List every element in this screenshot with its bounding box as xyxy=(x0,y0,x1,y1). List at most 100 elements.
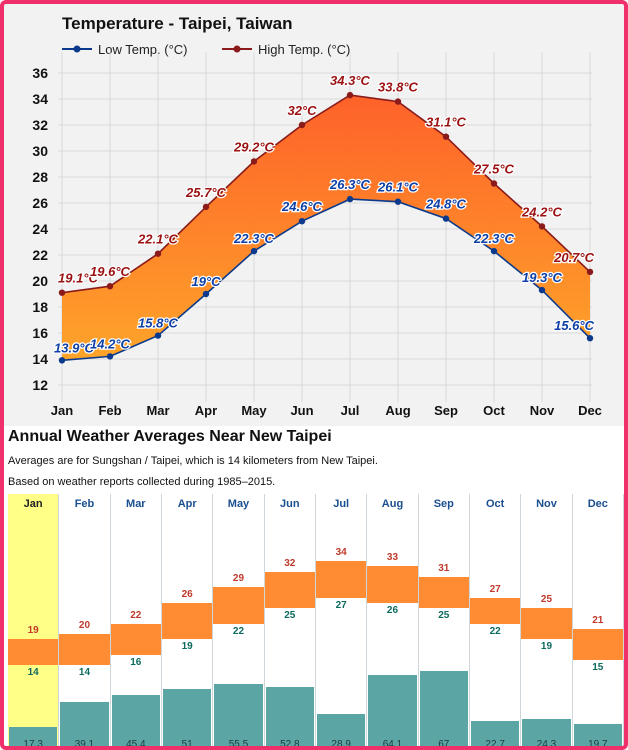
legend-marker-0 xyxy=(73,45,81,53)
high-temp-point xyxy=(250,158,258,165)
month-column-dec[interactable]: Dec 21 15 19.7 xyxy=(572,494,624,746)
low-temp-label: 15.8°C xyxy=(138,316,179,331)
temperature-range-bar xyxy=(213,587,264,624)
y-tick-label: 34 xyxy=(32,91,48,107)
precipitation-bar xyxy=(60,702,109,746)
low-temp-point xyxy=(106,353,114,360)
low-temp-point xyxy=(442,215,450,222)
precipitation-bar xyxy=(265,687,314,746)
precipitation-value: 64.1 xyxy=(382,739,403,746)
high-temp-label: 19.1°C xyxy=(58,271,99,286)
x-tick-label: Nov xyxy=(530,403,555,418)
y-tick-label: 36 xyxy=(32,65,48,81)
legend-label-0: Low Temp. (°C) xyxy=(98,42,187,57)
high-temp-value: 19 xyxy=(27,625,39,637)
precipitation-bar xyxy=(471,721,520,746)
precipitation-value: 22.7 xyxy=(485,739,505,746)
high-temp-value: 33 xyxy=(386,552,399,564)
precipitation-bar xyxy=(9,727,58,746)
low-temp-point xyxy=(58,357,66,364)
month-label: Sep xyxy=(433,498,454,510)
y-tick-label: 22 xyxy=(32,247,48,263)
high-temp-point xyxy=(58,289,66,296)
chart-title: Temperature - Taipei, Taiwan xyxy=(62,14,293,33)
high-temp-point xyxy=(202,203,210,211)
y-tick-label: 16 xyxy=(32,325,48,341)
precipitation-value: 45.4 xyxy=(126,739,146,746)
low-temp-label: 14.2°C xyxy=(90,336,131,351)
precipitation-value: 28.9 xyxy=(331,739,351,746)
y-tick-label: 14 xyxy=(32,351,48,367)
high-temp-label: 25.7°C xyxy=(185,185,227,200)
month-label: Nov xyxy=(536,498,557,510)
month-column-nov[interactable]: Nov 25 19 24.3 xyxy=(521,494,573,746)
precipitation-value: 17.3 xyxy=(23,739,43,746)
temperature-range-bar xyxy=(470,597,521,624)
low-temp-label: 22.3°C xyxy=(473,231,515,246)
temperature-range-bar xyxy=(521,608,572,640)
low-temp-point xyxy=(298,218,306,225)
low-temp-label: 19°C xyxy=(191,274,221,289)
temperature-range-bar xyxy=(367,566,418,603)
chart-legend: Low Temp. (°C) High Temp. (°C) xyxy=(62,42,350,57)
high-temp-point xyxy=(394,98,402,105)
month-label: Oct xyxy=(485,498,505,510)
low-temp-label: 26.3°C xyxy=(329,177,371,192)
y-tick-label: 30 xyxy=(32,143,48,159)
precipitation-value: 51 xyxy=(181,739,193,746)
month-column-may[interactable]: May 29 22 55.5 xyxy=(213,494,265,746)
high-temp-point xyxy=(442,133,450,140)
month-column-jan[interactable]: Jan 19 14 17.3 xyxy=(8,494,60,746)
section-title: Annual Weather Averages Near New Taipei xyxy=(8,428,332,445)
high-temp-point xyxy=(490,180,498,187)
low-temp-value: 16 xyxy=(130,656,142,668)
high-temp-label: 31.1°C xyxy=(426,115,467,130)
low-temp-value: 19 xyxy=(181,641,193,653)
temperature-range-bar xyxy=(110,623,161,655)
month-column-jun[interactable]: Jun 32 25 52.8 xyxy=(264,494,316,746)
month-column-mar[interactable]: Mar 22 16 45.4 xyxy=(110,494,162,746)
period-note: Based on weather reports collected durin… xyxy=(8,476,276,488)
month-column-apr[interactable]: Apr 26 19 51 xyxy=(162,494,214,746)
high-temp-value: 29 xyxy=(232,573,245,585)
x-tick-label: Sep xyxy=(434,403,458,418)
high-temp-value: 25 xyxy=(540,594,553,605)
low-temp-value: 14 xyxy=(78,667,91,679)
high-temp-value: 21 xyxy=(592,614,604,626)
month-column-oct[interactable]: Oct 27 22 22.7 xyxy=(470,494,522,746)
high-temp-label: 22.1°C xyxy=(137,232,179,247)
low-temp-point xyxy=(202,290,210,298)
month-column-feb[interactable]: Feb 20 14 39.1 xyxy=(59,494,111,746)
low-temp-label: 19.3°C xyxy=(522,270,563,285)
low-temp-label: 13.9°C xyxy=(54,340,95,355)
x-tick-label: Aug xyxy=(385,403,410,418)
month-column-sep[interactable]: Sep 31 25 67 xyxy=(418,494,470,746)
high-temp-label: 32°C xyxy=(287,103,317,118)
x-tick-label: Mar xyxy=(146,403,169,418)
low-temp-value: 25 xyxy=(438,610,450,621)
temperature-range-area xyxy=(62,95,590,361)
low-temp-label: 15.6°C xyxy=(554,318,595,333)
month-column-jul[interactable]: Jul 34 27 28.9 xyxy=(316,494,368,746)
month-label: Apr xyxy=(177,498,197,510)
precipitation-value: 24.3 xyxy=(536,739,557,746)
high-temp-point xyxy=(538,223,546,230)
x-tick-label: Jun xyxy=(290,403,313,418)
low-temp-point xyxy=(346,195,354,203)
temperature-range-bar xyxy=(316,561,367,598)
precipitation-bar xyxy=(214,684,263,746)
low-temp-value: 22 xyxy=(489,625,501,637)
high-temp-value: 34 xyxy=(335,547,347,559)
low-temp-value: 19 xyxy=(540,641,553,653)
y-tick-label: 18 xyxy=(32,299,48,315)
x-tick-label: Feb xyxy=(98,403,121,418)
month-label: Jul xyxy=(333,498,350,510)
month-column-aug[interactable]: Aug 33 26 64.1 xyxy=(367,494,419,746)
high-temp-point xyxy=(346,91,354,99)
precipitation-bar xyxy=(368,675,417,746)
low-temp-value: 14 xyxy=(27,667,39,679)
high-temp-label: 33.8°C xyxy=(378,80,419,95)
y-tick-label: 24 xyxy=(32,221,48,237)
x-tick-label: Oct xyxy=(483,403,505,418)
monthly-averages-grid: Jan 19 14 17.3 Feb 20 14 39.1 Mar 22 16 45.4 Apr 26 19… xyxy=(8,494,624,746)
